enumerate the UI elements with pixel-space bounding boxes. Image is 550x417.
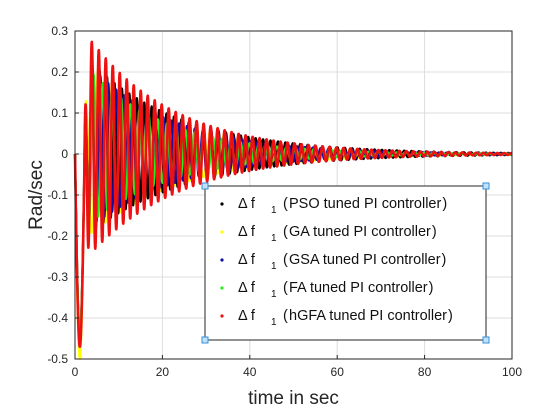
y-tick-label: 0.1 [51,106,68,120]
legend-paren-open: ( [283,308,288,324]
x-tick-label: 60 [331,365,345,379]
y-tick-label: -0.4 [47,311,68,325]
y-tick-label: 0 [61,147,68,161]
legend-resize-handle[interactable] [482,182,490,190]
y-tick-label: -0.1 [47,188,68,202]
legend-resize-handle[interactable] [201,336,209,344]
x-tick-label: 0 [72,365,79,379]
x-axis-label: time in sec [248,388,339,409]
legend-resize-handle[interactable] [482,336,490,344]
legend-paren-close: ) [448,308,453,324]
legend-paren-open: ( [283,224,288,240]
legend-marker [220,286,224,290]
legend-subscript: 1 [271,205,277,216]
legend-symbol: Δ f [238,308,256,324]
series-layer [73,40,514,361]
legend-entry-name: PSO tuned PI controller [289,196,441,212]
tick-labels: 0 20 40 60 80 100 -0.5 -0.4 -0.3 -0.2 -0.1 0 0.1 0.2 0… [47,24,522,379]
legend-paren-close: ) [429,280,434,296]
legend-paren-close: ) [442,252,447,268]
series-line-hgfa [73,40,514,349]
y-axis-label: Rad/sec [26,160,47,230]
legend-paren-open: ( [283,280,288,296]
legend-symbol: Δ f [238,280,256,296]
legend-resize-handle[interactable] [201,182,209,190]
legend-marker [220,202,224,206]
legend-paren-open: ( [283,196,288,212]
legend-entry-name: GA tuned PI controller [289,224,431,240]
legend-entry-name: GSA tuned PI controller [289,252,441,268]
legend-box [204,185,487,341]
y-tick-label: -0.5 [47,352,68,366]
y-tick-label: 0.2 [51,65,68,79]
legend-symbol: Δ f [238,252,256,268]
x-tick-label: 80 [418,365,432,379]
y-tick-label: -0.3 [47,270,68,284]
legend-marker [220,314,224,318]
legend-subscript: 1 [271,233,277,244]
y-tick-label: -0.2 [47,229,68,243]
legend-paren-open: ( [283,252,288,268]
x-tick-label: 40 [243,365,257,379]
legend-subscript: 1 [271,317,277,328]
x-tick-label: 100 [502,365,522,379]
legend-entry-name: FA tuned PI controller [289,280,428,296]
legend-subscript: 1 [271,289,277,300]
legend-entry-name: hGFA tuned PI controller [289,308,447,324]
legend-paren-close: ) [442,196,447,212]
legend-symbol: Δ f [238,224,256,240]
legend-subscript: 1 [271,261,277,272]
x-tick-label: 20 [156,365,170,379]
legend: Δ f 1(PSO tuned PI controller)Δ f 1(GA tun… [201,182,490,344]
legend-marker [220,230,224,234]
legend-symbol: Δ f [238,196,256,212]
y-tick-label: 0.3 [51,24,68,38]
legend-marker [220,258,224,262]
legend-paren-close: ) [432,224,437,240]
